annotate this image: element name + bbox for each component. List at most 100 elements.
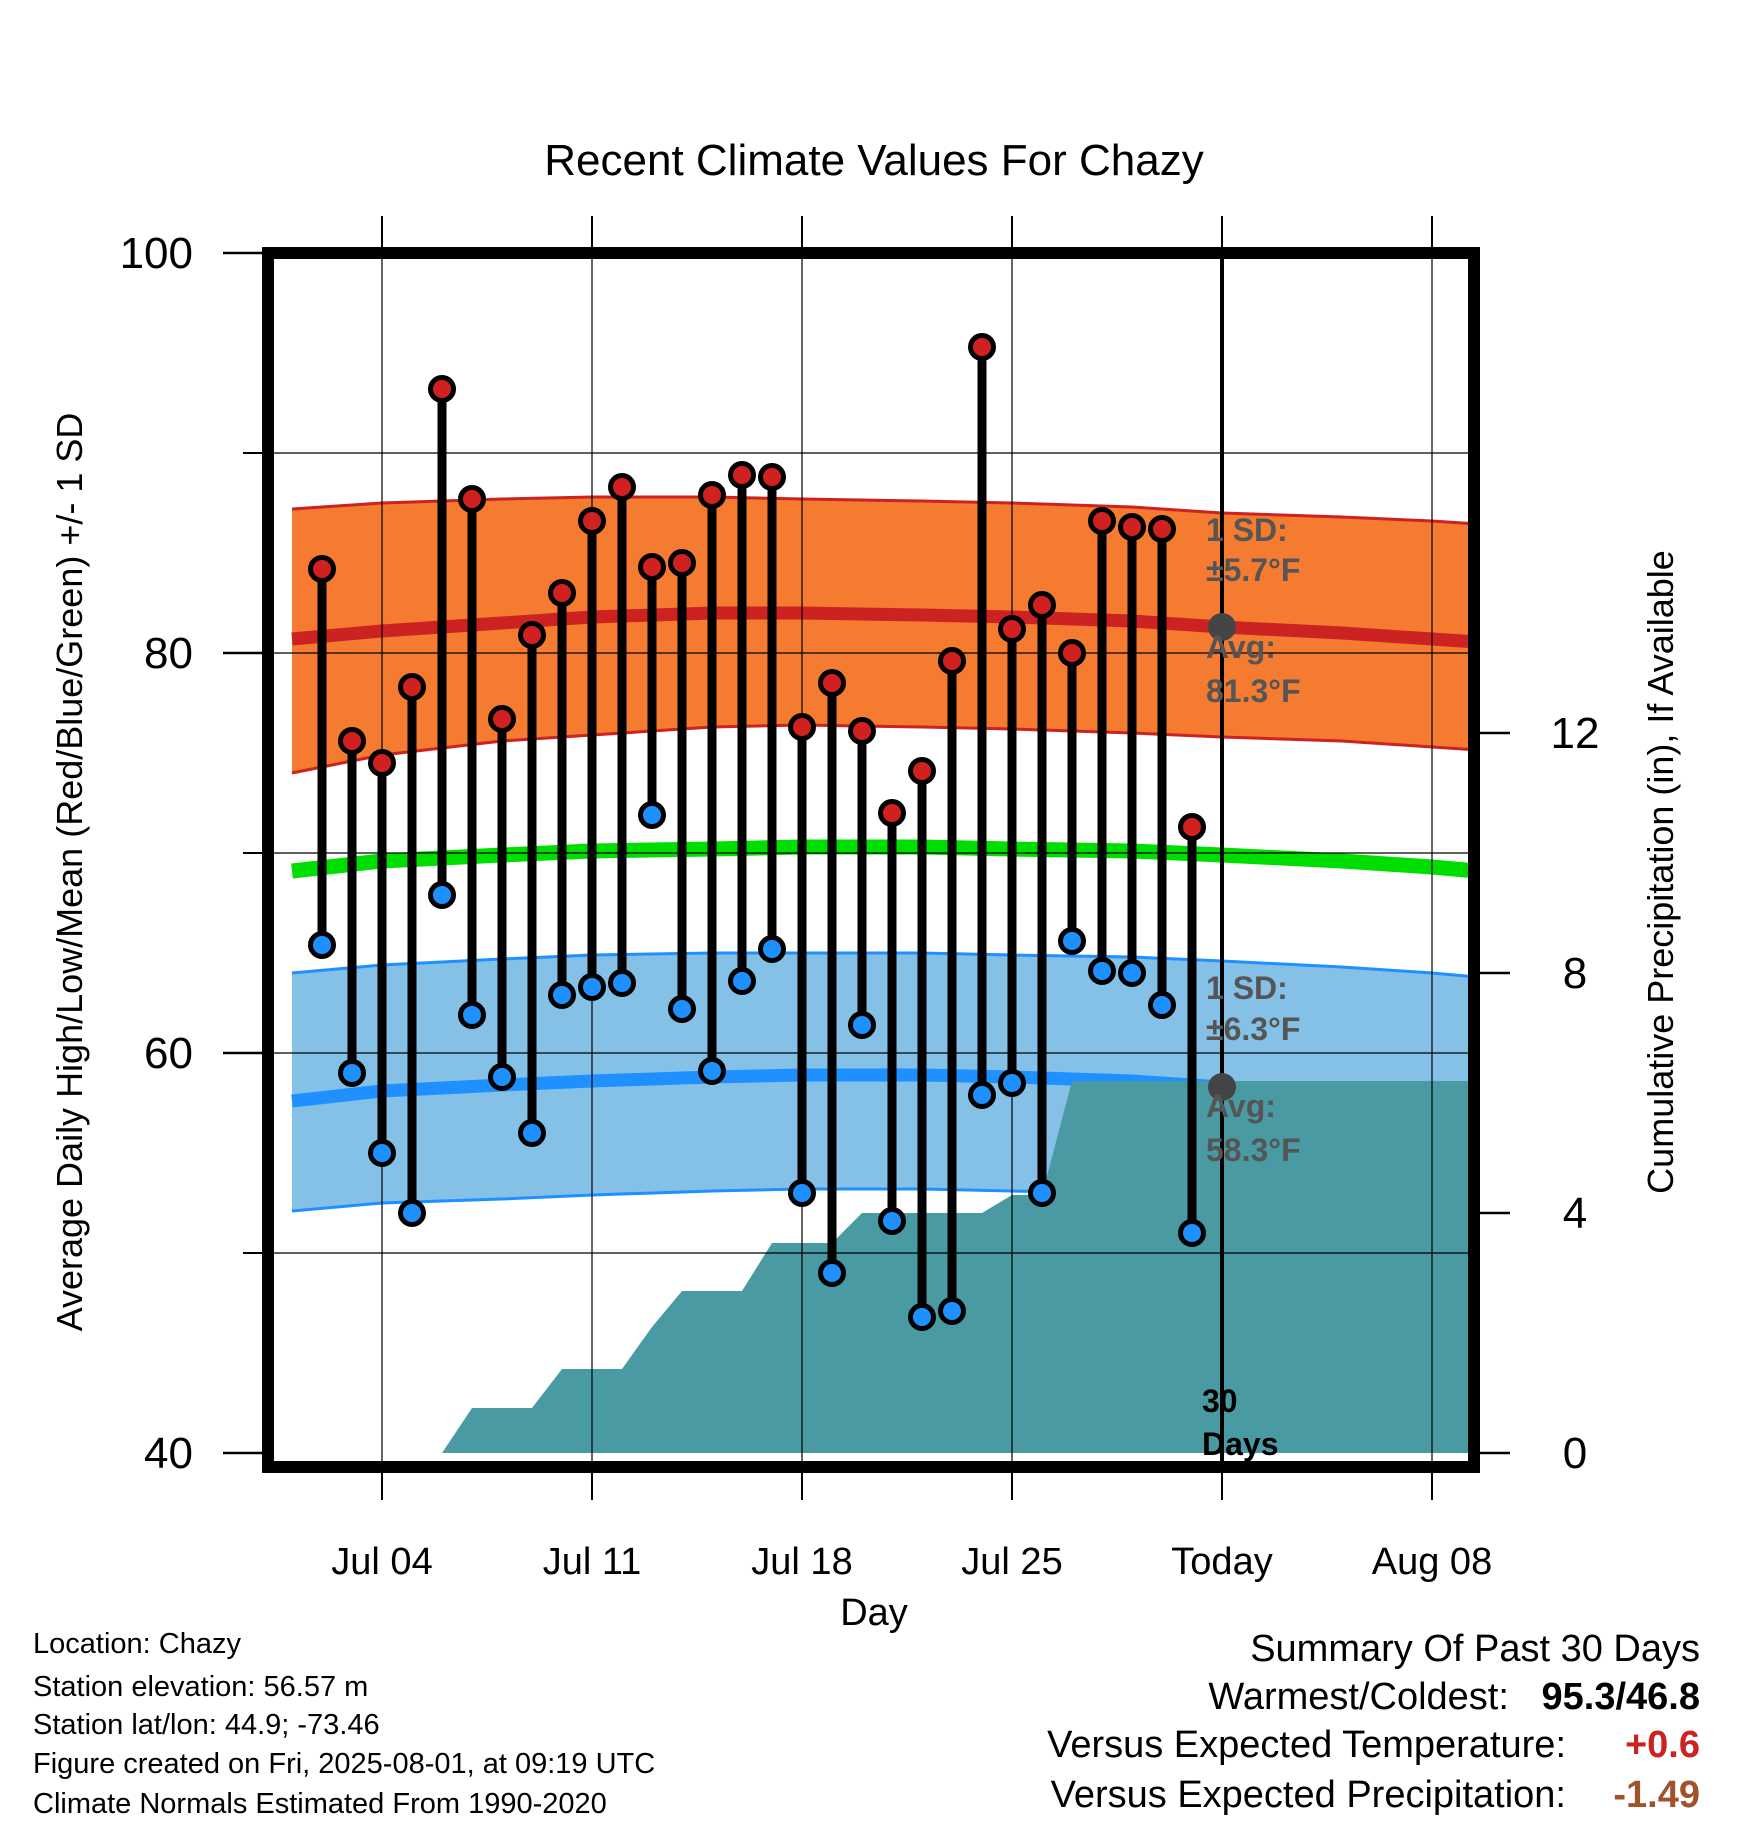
high-avg-line: [291, 606, 1476, 649]
high-point: [458, 485, 486, 513]
high-avg-value: 81.3°F: [1206, 673, 1301, 709]
info-elevation: Station elevation: 56.57 m: [33, 1671, 369, 1703]
summary-coldest: 46.8: [1626, 1676, 1700, 1718]
low-point: [668, 995, 696, 1023]
low-point: [698, 1057, 726, 1085]
high-point: [878, 799, 906, 827]
y2-tick-label: 8: [1563, 949, 1587, 998]
summary-warmest: 95.3: [1541, 1676, 1616, 1718]
low-point: [548, 981, 576, 1009]
low-point: [608, 969, 636, 997]
low-point: [458, 1001, 486, 1029]
x-axis-label: Day: [840, 1592, 908, 1634]
low-sd-label: 1 SD:: [1206, 970, 1288, 1006]
summary-precip-row: Versus Expected Precipitation: -1.49: [0, 1774, 1748, 1824]
summary-temp-row: Versus Expected Temperature: +0.6: [0, 1724, 1748, 1774]
low-point: [428, 881, 456, 909]
low-point: [308, 931, 336, 959]
low-point: [788, 1179, 816, 1207]
high-point: [788, 713, 816, 741]
summary-warm-cold-row: Warmest/Coldest: 95.3/46.8: [1208, 1676, 1700, 1719]
high-point: [518, 621, 546, 649]
info-location: Location: Chazy: [33, 1628, 241, 1660]
y-tick-label: 80: [144, 629, 193, 678]
y-tick-label: 60: [144, 1029, 193, 1078]
high-point: [998, 615, 1026, 643]
high-point: [1088, 507, 1116, 535]
summary-temp-label: Versus Expected Temperature:: [1047, 1724, 1566, 1766]
summary-separator: /: [1615, 1676, 1627, 1718]
low-point: [878, 1207, 906, 1235]
x-tick-label: Jul 11: [543, 1541, 642, 1583]
low-point: [968, 1081, 996, 1109]
high-point: [698, 481, 726, 509]
low-point: [1118, 959, 1146, 987]
high-point: [1118, 513, 1146, 541]
high-point: [488, 705, 516, 733]
high-point: [1148, 515, 1176, 543]
summary-temp-value: +0.6: [1624, 1724, 1700, 1766]
low-point: [1178, 1219, 1206, 1247]
high-avg-label: Avg:: [1206, 629, 1276, 665]
low-avg-label: Avg:: [1206, 1088, 1276, 1124]
high-point: [1058, 639, 1086, 667]
low-avg-value: 58.3°F: [1206, 1132, 1301, 1168]
x-tick-label: Jul 18: [751, 1541, 852, 1583]
days-label-text: Days: [1202, 1426, 1279, 1462]
high-point: [848, 717, 876, 745]
high-plus-sd-line: [291, 495, 1476, 526]
high-point: [398, 673, 426, 701]
high-point: [338, 727, 366, 755]
y-tick-label: 40: [144, 1429, 193, 1478]
high-point: [638, 553, 666, 581]
x-tick-label: Today: [1171, 1541, 1272, 1583]
low-point: [638, 801, 666, 829]
low-point: [338, 1059, 366, 1087]
high-sd-label: 1 SD:: [1206, 512, 1288, 548]
x-tick-label: Aug 08: [1372, 1541, 1492, 1583]
low-point: [578, 973, 606, 1001]
high-point: [578, 507, 606, 535]
chart-title: Recent Climate Values For Chazy: [544, 136, 1203, 185]
low-point: [1028, 1179, 1056, 1207]
low-point: [938, 1297, 966, 1325]
summary-warm-cold-label: Warmest/Coldest:: [1208, 1676, 1509, 1718]
high-point: [908, 757, 936, 785]
y2-tick-label: 12: [1551, 709, 1600, 758]
x-tick-label: Jul 25: [961, 1541, 1062, 1583]
y2-tick-label: 4: [1563, 1189, 1587, 1238]
high-point: [1178, 813, 1206, 841]
low-point: [728, 967, 756, 995]
plot-area: 1 SD: ±5.7°F Avg: 81.3°F 1 SD: ±6.3°F Avg: 58.3…: [268, 253, 1476, 1467]
low-point: [758, 935, 786, 963]
y2-tick-label: 0: [1563, 1429, 1587, 1478]
low-point: [518, 1119, 546, 1147]
plot-border: [262, 247, 1480, 1473]
today-low-avg-marker: [1208, 1073, 1236, 1101]
low-sd-value: ±6.3°F: [1206, 1011, 1300, 1047]
low-point: [488, 1063, 516, 1091]
days-label-number: 30: [1202, 1383, 1238, 1419]
low-point: [398, 1199, 426, 1227]
high-point: [728, 461, 756, 489]
low-point: [1058, 927, 1086, 955]
high-point: [758, 463, 786, 491]
high-point: [938, 647, 966, 675]
info-normals: Climate Normals Estimated From 1990-2020: [33, 1788, 607, 1820]
summary-title: Summary Of Past 30 Days: [1250, 1628, 1700, 1670]
low-point: [998, 1069, 1026, 1097]
high-point: [608, 473, 636, 501]
low-point: [1148, 991, 1176, 1019]
low-point: [818, 1259, 846, 1287]
today-high-avg-marker: [1208, 613, 1236, 641]
y-axis-label: Average Daily High/Low/Mean (Red/Blue/Gr…: [49, 413, 90, 1332]
summary-precip-value: -1.49: [1613, 1774, 1700, 1816]
high-point: [548, 579, 576, 607]
info-created: Figure created on Fri, 2025-08-01, at 09…: [33, 1748, 656, 1780]
high-point: [1028, 591, 1056, 619]
high-point: [818, 669, 846, 697]
y-tick-label: 100: [120, 229, 193, 278]
high-point: [968, 333, 996, 361]
